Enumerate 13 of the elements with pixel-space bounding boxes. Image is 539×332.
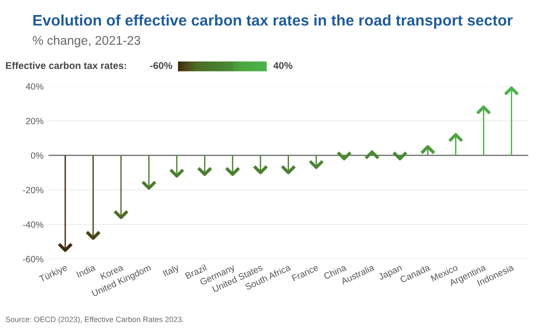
x-tick-label: Italy [162,264,180,278]
chart-title: Evolution of effective carbon tax rates in the road transport sector [33,14,513,29]
chart-subtitle: % change, 2021-23 [32,36,140,48]
color-bar-title: Effective carbon tax rates: [6,62,126,70]
x-tick-label: India [76,264,96,278]
y-tick-label: -20% [22,186,44,194]
y-tick-label: 40% [26,83,44,90]
y-tick-label: 0% [30,152,44,159]
text: -60% [150,62,172,70]
text: 40% [273,62,292,70]
y-tick-label: 20% [26,118,44,124]
y-tick-label: -60% [22,256,44,262]
y-tick-label: -40% [22,221,44,228]
